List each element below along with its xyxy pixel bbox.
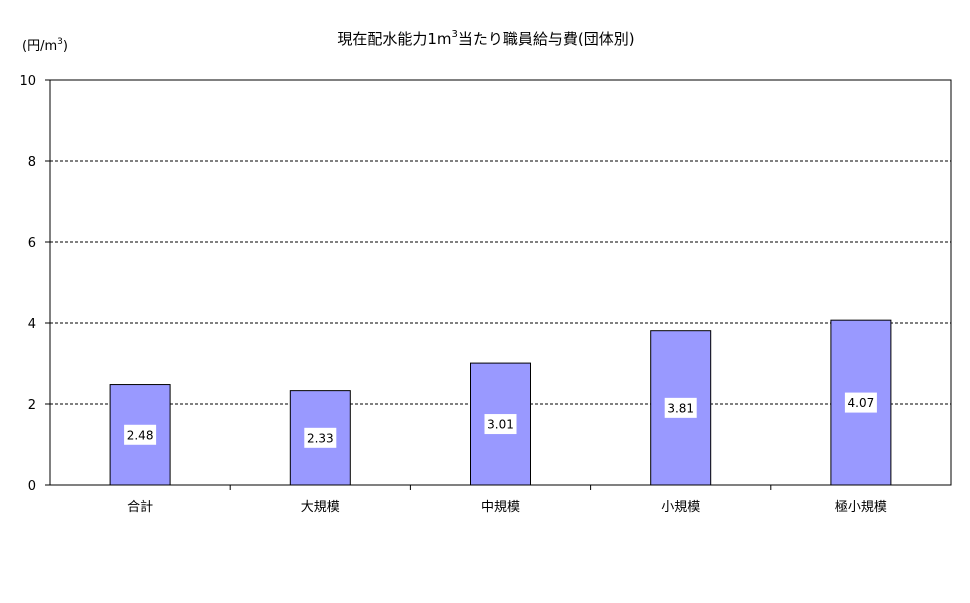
y-tick-label: 10 xyxy=(19,74,36,89)
data-label-box xyxy=(844,392,877,413)
data-label-box xyxy=(484,414,517,435)
chart-title-main: 現在配水能力1m xyxy=(337,30,451,48)
y-axis-unit-label: (円/m3) xyxy=(22,37,68,54)
x-category-label: 極小規模 xyxy=(835,499,887,515)
x-category-label: 大規模 xyxy=(301,500,340,515)
data-label-box xyxy=(304,427,337,448)
plot-area-frame xyxy=(49,79,952,486)
chart-title: 現在配水能力1m3当たり職員給与費(団体別) xyxy=(337,29,634,48)
bars xyxy=(109,319,892,486)
chart-title-superscript: 3 xyxy=(452,29,458,40)
x-category-label: 中規模 xyxy=(481,500,520,515)
data-label: 4.07 xyxy=(848,396,875,410)
chart-title-suffix: 当たり職員給与費(団体別) xyxy=(458,30,635,48)
y-tick-label: 8 xyxy=(28,155,36,170)
y-tick-label: 0 xyxy=(28,479,36,494)
data-label: 2.33 xyxy=(307,431,334,445)
y-tick-label: 6 xyxy=(28,236,36,251)
data-label-box xyxy=(124,424,157,445)
data-label: 3.01 xyxy=(487,418,514,432)
data-label-box xyxy=(664,397,697,418)
x-category-label: 小規模 xyxy=(661,500,700,515)
data-label: 2.48 xyxy=(127,428,154,442)
data-labels: 2.48 2.33 3.01 3.81 4.07 xyxy=(124,392,877,448)
x-category-label: 合計 xyxy=(127,499,153,515)
y-tick-label: 4 xyxy=(28,317,36,332)
axes: 0 2 4 6 8 10 合計 大規模 中規模 小規模 極小規模 xyxy=(19,74,952,515)
y-tick-label: 2 xyxy=(28,398,36,413)
data-label: 3.81 xyxy=(667,401,694,415)
